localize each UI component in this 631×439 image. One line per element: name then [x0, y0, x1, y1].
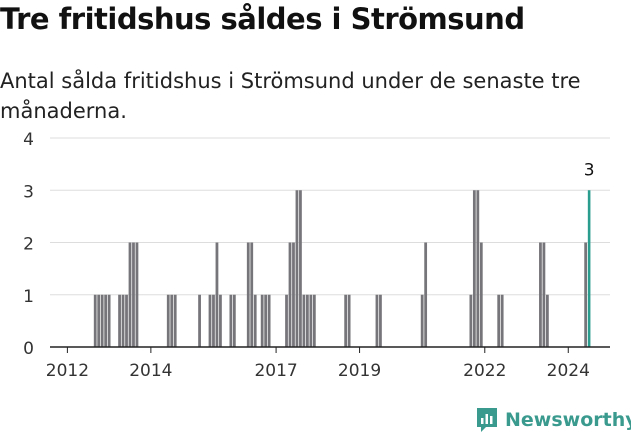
bar [260, 294, 264, 347]
bar [132, 242, 135, 347]
bar [250, 242, 254, 347]
bar [539, 242, 542, 347]
bar [97, 294, 101, 347]
highlight-value-label: 3 [584, 160, 595, 180]
y-tick-label: 0 [23, 339, 34, 359]
bar [476, 190, 480, 347]
bar [93, 294, 97, 347]
bar [219, 294, 222, 347]
bar [246, 242, 250, 347]
y-tick-label: 4 [23, 130, 34, 150]
bar [344, 294, 348, 347]
bar [208, 294, 212, 347]
bar [306, 294, 309, 347]
bar [173, 294, 177, 347]
y-tick-label: 3 [23, 182, 34, 202]
x-tick-label: 2022 [463, 361, 506, 381]
bar [166, 294, 170, 347]
bar [128, 242, 132, 347]
bar [424, 242, 428, 347]
bar [170, 294, 174, 347]
y-axis-labels: 0 1 2 3 4 [23, 130, 34, 359]
bar [542, 242, 546, 347]
bar [546, 294, 549, 347]
x-axis: 2012 2014 2017 2019 2022 2024 [46, 346, 610, 381]
bar [497, 294, 501, 347]
bar [135, 242, 139, 347]
bar [121, 294, 125, 347]
bar [232, 294, 236, 347]
y-tick-label: 1 [23, 287, 34, 307]
chart-subtitle: Antal sålda fritidshus i Strömsund under… [0, 69, 581, 123]
bar [118, 294, 121, 347]
bar [292, 242, 295, 347]
bar [100, 294, 104, 347]
bar [375, 294, 379, 347]
bar-chart: 0 1 2 3 4 2012 2014 2017 2019 2022 2024 3 [23, 130, 610, 381]
bar [253, 294, 257, 347]
bar [264, 294, 268, 347]
bar [288, 242, 292, 347]
bar [479, 242, 483, 347]
annotations: 3 [584, 160, 595, 180]
grid-lines [50, 137, 610, 296]
newsworthy-logo-text: Newsworthy [505, 409, 631, 431]
chart-title: Tre fritidshus såldes i Strömsund [0, 2, 525, 36]
bar [379, 294, 382, 347]
bars [93, 190, 591, 347]
bar [107, 294, 111, 347]
bar [347, 294, 351, 347]
bar [500, 294, 504, 347]
bar [295, 190, 299, 347]
bar [285, 294, 288, 347]
bar [215, 242, 219, 347]
bar [212, 294, 215, 347]
bar [472, 190, 476, 347]
bar [302, 294, 306, 347]
bar [267, 294, 271, 347]
bar [229, 294, 233, 347]
x-tick-label: 2017 [254, 361, 297, 381]
bar [469, 294, 473, 347]
bar [309, 294, 313, 347]
x-tick-label: 2014 [129, 361, 172, 381]
bar [312, 294, 316, 347]
bar [584, 242, 588, 347]
x-tick-label: 2024 [547, 361, 590, 381]
bar [104, 294, 108, 347]
x-tick-label: 2019 [338, 361, 381, 381]
newsworthy-logo: Newsworthy [475, 407, 631, 433]
bar [125, 294, 128, 347]
bar [198, 294, 201, 347]
newsworthy-logo-icon [477, 408, 497, 432]
bar [420, 294, 424, 347]
bar [299, 190, 302, 347]
bar [587, 190, 591, 347]
x-tick-label: 2012 [46, 361, 89, 381]
y-tick-label: 2 [23, 235, 34, 255]
